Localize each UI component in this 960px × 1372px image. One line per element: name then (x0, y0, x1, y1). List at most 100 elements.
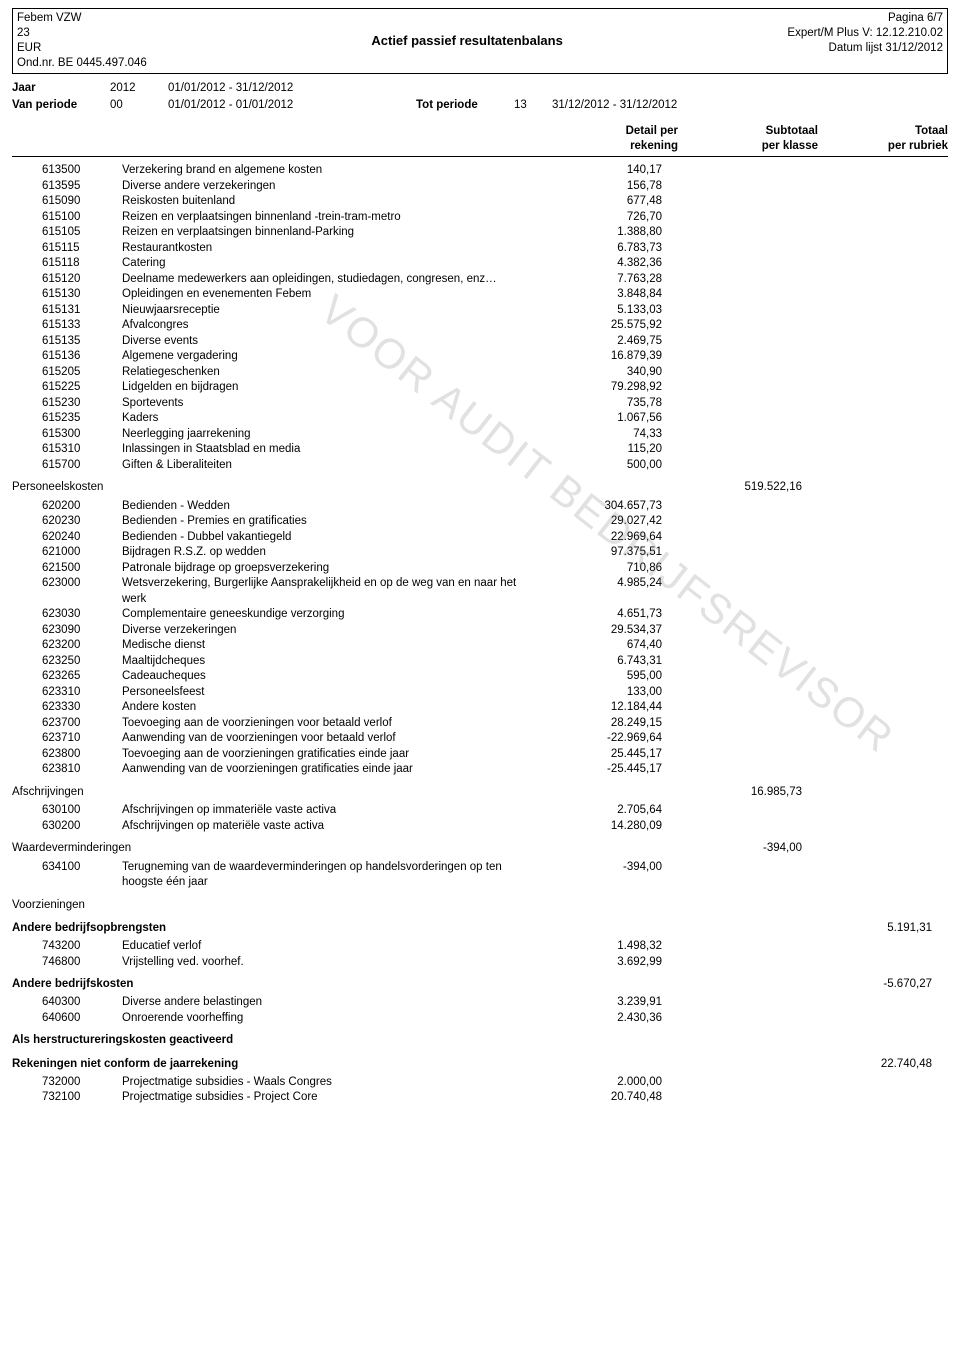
account-code: 630100 (42, 803, 122, 819)
account-label: Bedienden - Wedden (122, 499, 532, 515)
account-code: 630200 (42, 819, 122, 835)
account-label: Catering (122, 256, 532, 272)
account-row: 623810Aanwending van de voorzieningen gr… (12, 762, 948, 778)
account-detail: 4.382,36 (532, 256, 672, 272)
account-row: 623000Wetsverzekering, Burgerlijke Aansp… (12, 576, 948, 607)
account-detail: 674,40 (532, 638, 672, 654)
account-detail: 28.249,15 (532, 716, 672, 732)
section-row: Andere bedrijfskosten-5.670,27 (12, 976, 948, 993)
account-label: Kaders (122, 411, 532, 427)
account-code: 743200 (42, 939, 122, 955)
account-code: 620200 (42, 499, 122, 515)
account-code: 623700 (42, 716, 122, 732)
account-detail: 20.740,48 (532, 1090, 672, 1106)
account-code: 621000 (42, 545, 122, 561)
account-row: 615136Algemene vergadering16.879,39 (12, 349, 948, 365)
report-title: Actief passief resultatenbalans (371, 33, 562, 48)
account-label: Toevoeging aan de voorzieningen voor bet… (122, 716, 532, 732)
section-subtotal (672, 976, 812, 993)
account-row: 613595Diverse andere verzekeringen156,78 (12, 179, 948, 195)
account-label: Afvalcongres (122, 318, 532, 334)
section-label: Andere bedrijfskosten (12, 976, 532, 993)
account-code: 732100 (42, 1090, 122, 1106)
account-row: 743200Educatief verlof1.498,32 (12, 939, 948, 955)
account-label: Maaltijdcheques (122, 654, 532, 670)
account-row: 615205Relatiegeschenken340,90 (12, 365, 948, 381)
account-detail: -394,00 (532, 860, 672, 891)
section-subtotal: 16.985,73 (672, 784, 812, 801)
account-detail: 12.184,44 (532, 700, 672, 716)
account-code: 623265 (42, 669, 122, 685)
rows-container: 613500Verzekering brand en algemene kost… (12, 161, 948, 1106)
account-code: 615700 (42, 458, 122, 474)
account-code: 621500 (42, 561, 122, 577)
section-total (812, 897, 932, 914)
to-value: 13 (514, 97, 544, 114)
account-code: 623200 (42, 638, 122, 654)
account-label: Diverse andere verzekeringen (122, 179, 532, 195)
account-code: 615090 (42, 194, 122, 210)
col-detail-2: rekening (548, 139, 678, 154)
account-code: 620240 (42, 530, 122, 546)
account-row: 615300Neerlegging jaarrekening74,33 (12, 427, 948, 443)
account-code: 615120 (42, 272, 122, 288)
account-label: Personeelsfeest (122, 685, 532, 701)
period-block: Jaar 2012 01/01/2012 - 31/12/2012 Van pe… (12, 80, 948, 115)
account-label: Bijdragen R.S.Z. op wedden (122, 545, 532, 561)
account-label: Giften & Liberaliteiten (122, 458, 532, 474)
account-code: 623250 (42, 654, 122, 670)
account-row: 621500Patronale bijdrage op groepsverzek… (12, 561, 948, 577)
account-label: Opleidingen en evenementen Febem (122, 287, 532, 303)
account-label: Nieuwjaarsreceptie (122, 303, 532, 319)
account-detail: 29.027,42 (532, 514, 672, 530)
account-row: 634100Terugneming van de waardeverminder… (12, 860, 948, 891)
account-label: Aanwending van de voorzieningen voor bet… (122, 731, 532, 747)
section-label: Personeelskosten (12, 479, 532, 496)
account-code: 640600 (42, 1011, 122, 1027)
section-row: Andere bedrijfsopbrengsten5.191,31 (12, 920, 948, 937)
section-total (812, 479, 932, 496)
account-code: 615300 (42, 427, 122, 443)
account-row: 615235Kaders1.067,56 (12, 411, 948, 427)
account-row: 623700Toevoeging aan de voorzieningen vo… (12, 716, 948, 732)
col-sub-2: per klasse (688, 139, 818, 154)
account-code: 615230 (42, 396, 122, 412)
account-label: Inlassingen in Staatsblad en media (122, 442, 532, 458)
section-row: Afschrijvingen16.985,73 (12, 784, 948, 801)
account-detail: 25.445,17 (532, 747, 672, 763)
account-code: 623090 (42, 623, 122, 639)
account-code: 615310 (42, 442, 122, 458)
account-row: 615115Restaurantkosten6.783,73 (12, 241, 948, 257)
from-value: 00 (110, 97, 160, 114)
account-label: Afschrijvingen op immateriële vaste acti… (122, 803, 532, 819)
account-label: Reiskosten buitenland (122, 194, 532, 210)
account-label: Deelname medewerkers aan opleidingen, st… (122, 272, 532, 288)
section-label: Andere bedrijfsopbrengsten (12, 920, 532, 937)
account-row: 623800Toevoeging aan de voorzieningen gr… (12, 747, 948, 763)
account-detail: 133,00 (532, 685, 672, 701)
account-label: Vrijstelling ved. voorhef. (122, 955, 532, 971)
account-code: 615118 (42, 256, 122, 272)
account-row: 732000Projectmatige subsidies - Waals Co… (12, 1075, 948, 1091)
account-label: Patronale bijdrage op groepsverzekering (122, 561, 532, 577)
account-row: 623200Medische dienst674,40 (12, 638, 948, 654)
col-tot-1: Totaal (828, 124, 948, 139)
account-code: 615135 (42, 334, 122, 350)
account-label: Lidgelden en bijdragen (122, 380, 532, 396)
account-row: 613500Verzekering brand en algemene kost… (12, 163, 948, 179)
account-detail: 29.534,37 (532, 623, 672, 639)
account-code: 615136 (42, 349, 122, 365)
account-label: Onroerende voorheffing (122, 1011, 532, 1027)
page-num: Pagina 6/7 (787, 11, 943, 26)
account-row: 615133Afvalcongres25.575,92 (12, 318, 948, 334)
account-row: 615131Nieuwjaarsreceptie5.133,03 (12, 303, 948, 319)
section-row: Personeelskosten519.522,16 (12, 479, 948, 496)
account-code: 623030 (42, 607, 122, 623)
account-detail: 1.388,80 (532, 225, 672, 241)
account-row: 615118Catering4.382,36 (12, 256, 948, 272)
account-row: 615225Lidgelden en bijdragen79.298,92 (12, 380, 948, 396)
account-label: Algemene vergadering (122, 349, 532, 365)
account-code: 732000 (42, 1075, 122, 1091)
org-name: Febem VZW (17, 11, 147, 26)
account-label: Restaurantkosten (122, 241, 532, 257)
